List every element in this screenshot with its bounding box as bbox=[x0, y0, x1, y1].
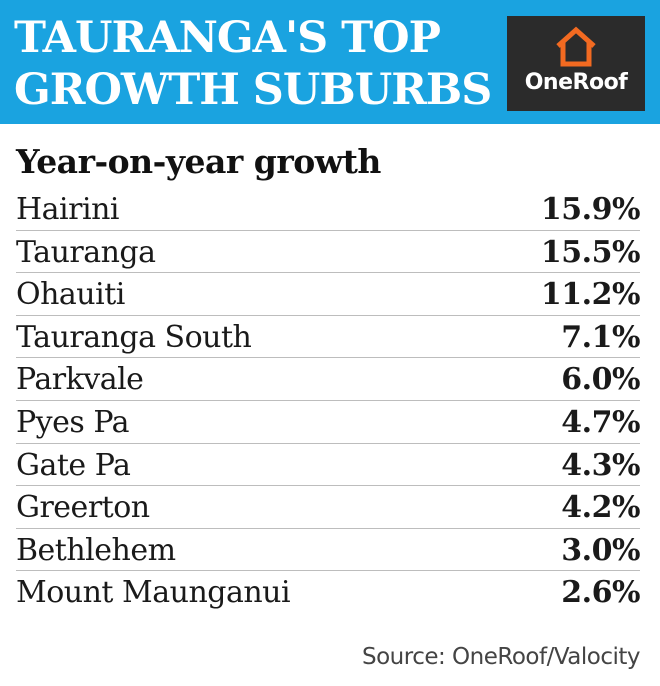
chart-subtitle: Year-on-year growth bbox=[16, 142, 381, 181]
growth-value: 11.2% bbox=[540, 277, 641, 313]
suburb-name: Bethlehem bbox=[16, 532, 176, 568]
oneroof-logo: OneRoof bbox=[507, 16, 645, 111]
suburb-name: Greerton bbox=[16, 490, 150, 526]
table-row: Gate Pa 4.3% bbox=[16, 444, 640, 487]
title-line-2: GROWTH SUBURBS bbox=[14, 65, 492, 115]
growth-value: 6.0% bbox=[561, 362, 640, 398]
suburb-name: Pyes Pa bbox=[16, 404, 130, 440]
header-banner: TAURANGA'S TOP GROWTH SUBURBS OneRoof bbox=[0, 0, 660, 124]
source-note: Source: OneRoof/Valocity bbox=[362, 644, 641, 670]
growth-value: 3.0% bbox=[561, 532, 640, 568]
table-row: Pyes Pa 4.7% bbox=[16, 401, 640, 444]
growth-value: 2.6% bbox=[561, 575, 640, 611]
table-row: Hairini 15.9% bbox=[16, 188, 641, 231]
title-line-1: TAURANGA'S TOP bbox=[14, 13, 441, 63]
table-row: Tauranga South 7.1% bbox=[16, 316, 640, 359]
table-row: Tauranga 15.5% bbox=[16, 231, 641, 274]
growth-value: 4.3% bbox=[561, 447, 640, 483]
suburb-name: Hairini bbox=[16, 192, 120, 227]
table-row: Greerton 4.2% bbox=[16, 486, 640, 529]
growth-value: 15.5% bbox=[540, 234, 641, 270]
house-roof-icon bbox=[556, 26, 596, 67]
table-row: Mount Maunganui 2.6% bbox=[16, 571, 640, 614]
suburb-name: Parkvale bbox=[16, 362, 144, 398]
table-row: Parkvale 6.0% bbox=[16, 358, 640, 401]
chart-title: TAURANGA'S TOP GROWTH SUBURBS bbox=[14, 12, 504, 116]
suburb-name: Gate Pa bbox=[16, 447, 131, 483]
growth-table: Hairini 15.9% Tauranga 15.5% Ohauiti 11.2% Tau… bbox=[16, 188, 641, 614]
suburb-name: Ohauiti bbox=[16, 277, 125, 313]
growth-value: 7.1% bbox=[561, 319, 640, 355]
suburb-name: Tauranga bbox=[16, 234, 156, 270]
suburb-name: Mount Maunganui bbox=[16, 575, 291, 611]
table-row: Bethlehem 3.0% bbox=[16, 529, 640, 572]
growth-value: 4.2% bbox=[561, 490, 640, 526]
suburb-name: Tauranga South bbox=[16, 319, 252, 355]
growth-value: 4.7% bbox=[561, 404, 640, 440]
growth-value: 15.9% bbox=[540, 192, 641, 227]
logo-text: OneRoof bbox=[524, 70, 628, 95]
table-row: Ohauiti 11.2% bbox=[16, 273, 641, 316]
